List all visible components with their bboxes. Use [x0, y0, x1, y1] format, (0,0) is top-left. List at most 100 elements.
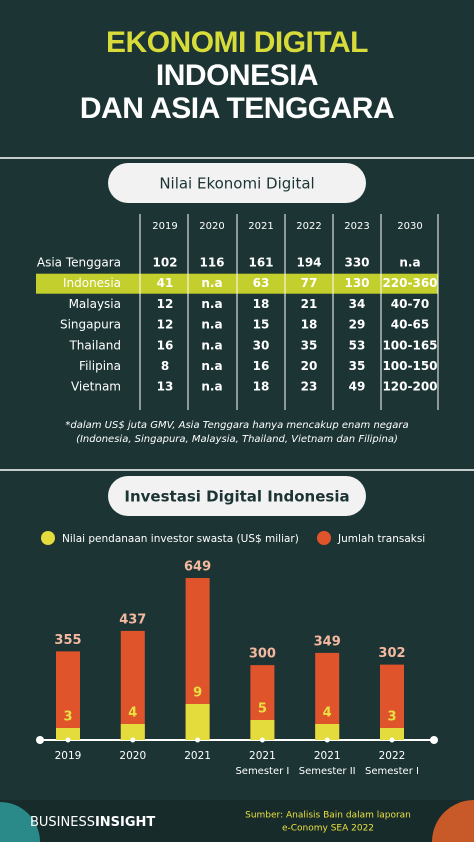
cell: 49 — [349, 380, 366, 394]
cell: 40-70 — [391, 297, 429, 311]
x-tick-label: 2022 — [379, 750, 406, 762]
cell: 100-150 — [382, 359, 437, 373]
value-label: 9 — [193, 686, 202, 701]
cell: 35 — [349, 359, 366, 373]
pill — [108, 163, 366, 203]
tick-dot — [389, 737, 395, 743]
cell: 8 — [161, 359, 169, 373]
title-line: DAN ASIA TENGGARA — [80, 92, 394, 125]
value-label: 4 — [128, 706, 137, 721]
title-line: INDONESIA — [156, 59, 318, 92]
bar — [380, 664, 404, 740]
footer-band — [0, 800, 474, 842]
cell: 34 — [349, 297, 366, 311]
cell: 21 — [301, 297, 318, 311]
value-label: 300 — [249, 647, 276, 662]
pill — [108, 476, 366, 516]
value-label: 4 — [323, 706, 332, 721]
x-tick-label: 2020 — [119, 750, 146, 762]
cell: 16 — [157, 338, 174, 352]
row-label: Singapura — [60, 318, 121, 332]
cell: 77 — [301, 276, 318, 290]
cell: 23 — [301, 380, 318, 394]
row-label: Thailand — [68, 338, 121, 352]
value-label: 5 — [258, 702, 267, 717]
brand-part: BUSINESS — [30, 815, 95, 830]
source: Sumber: Analisis Bain dalam laporan — [245, 811, 411, 821]
decoration — [0, 802, 40, 842]
cell: 12 — [157, 297, 174, 311]
legend-label: Nilai pendanaan investor swasta (US$ mil… — [62, 533, 299, 545]
cell: n.a — [399, 256, 420, 270]
cell: n.a — [201, 380, 222, 394]
value-label: 349 — [314, 634, 341, 649]
cell: n.a — [201, 359, 222, 373]
value-label: 355 — [54, 633, 81, 648]
bar — [120, 724, 145, 740]
value-label: 3 — [387, 710, 396, 725]
value-label: 3 — [63, 710, 72, 725]
brand: BUSINESSINSIGHT — [30, 815, 155, 830]
cell: 15 — [253, 318, 270, 332]
value-label: 302 — [378, 646, 405, 661]
baseline-end — [430, 736, 438, 744]
cell: 161 — [248, 256, 273, 270]
cell: 18 — [253, 297, 270, 311]
x-tick-sublabel: Semester I — [235, 766, 289, 777]
cell: n.a — [201, 276, 222, 290]
cell: 35 — [301, 338, 318, 352]
cell: 29 — [349, 318, 366, 332]
cell: 41 — [157, 276, 174, 290]
cell: 194 — [296, 256, 321, 270]
cell: 102 — [152, 256, 177, 270]
cell: 53 — [349, 338, 366, 352]
bar — [56, 728, 80, 740]
column-header: 2019 — [152, 221, 177, 232]
column-header: 2022 — [296, 221, 321, 232]
cell: 18 — [301, 318, 318, 332]
cell: n.a — [201, 297, 222, 311]
tick-dot — [259, 737, 265, 743]
column-header: 2030 — [397, 221, 422, 232]
title-line: EKONOMI DIGITAL — [106, 26, 368, 59]
x-tick-label: 2021 — [249, 750, 276, 762]
tick-dot — [65, 737, 71, 743]
note: *dalam US$ juta GMV, Asia Tenggara hanya… — [65, 420, 408, 431]
tick-dot — [195, 737, 201, 743]
bar — [380, 728, 404, 740]
cell: 18 — [253, 380, 270, 394]
cell: 16 — [253, 359, 270, 373]
row-label: Asia Tenggara — [37, 256, 121, 270]
cell: 100-165 — [382, 338, 437, 352]
x-tick-label: 2019 — [55, 750, 82, 762]
brand-part: INSIGHT — [95, 815, 155, 830]
row-label: Malaysia — [69, 297, 121, 311]
x-tick-label: 2021 — [184, 750, 211, 762]
cell: 63 — [253, 276, 270, 290]
row-label: Filipina — [79, 359, 121, 373]
cell: 40-65 — [391, 318, 429, 332]
legend-marker — [317, 531, 331, 545]
cell: n.a — [201, 318, 222, 332]
column-header: 2023 — [344, 221, 369, 232]
value-label: 437 — [119, 612, 146, 627]
x-tick-label: 2021 — [314, 750, 341, 762]
bar — [315, 724, 340, 740]
source: e-Conomy SEA 2022 — [282, 824, 374, 834]
cell: 30 — [253, 338, 270, 352]
x-tick-sublabel: Semester I — [365, 766, 419, 777]
cell: 12 — [157, 318, 174, 332]
bar — [56, 651, 80, 740]
cell: 20 — [301, 359, 318, 373]
bar — [120, 630, 145, 740]
legend-marker — [41, 531, 55, 545]
cell: 116 — [199, 256, 224, 270]
cell: n.a — [201, 338, 222, 352]
bar — [250, 720, 275, 740]
cell: 220-360 — [382, 276, 437, 290]
table-title: Nilai Ekonomi Digital — [159, 175, 314, 193]
cell: 330 — [344, 256, 369, 270]
bar — [185, 704, 210, 740]
row-label: Vietnam — [71, 380, 121, 394]
